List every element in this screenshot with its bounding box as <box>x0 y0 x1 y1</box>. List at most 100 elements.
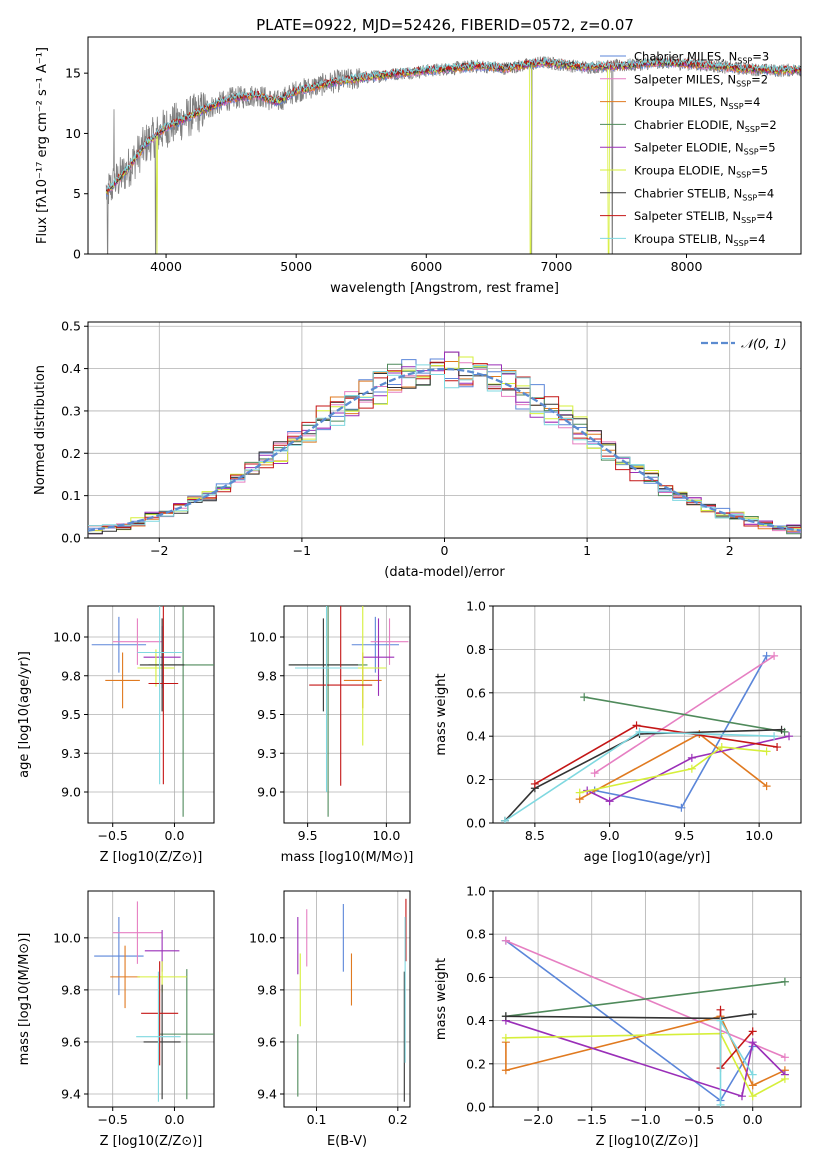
x-tick-label: 8000 <box>671 259 703 274</box>
weight-line <box>504 731 775 822</box>
legend-label: Kroupa MILES, NSSP=4 <box>634 95 760 111</box>
error-bars <box>297 898 407 1102</box>
weight-marker <box>717 743 726 752</box>
x-tick-label: −0.5 <box>684 1112 714 1127</box>
y-tick-label: 9.8 <box>61 668 81 683</box>
weight-marker <box>748 1081 757 1090</box>
x-axis-label: (data-model)/error <box>384 565 505 580</box>
panel-residuals: −2 −1 0 1 2 0.0 0.1 0.2 0.3 0.4 0.5 (data-model)/er… <box>33 319 802 580</box>
weight-marker <box>780 1074 789 1083</box>
legend-label: Kroupa STELIB, NSSP=4 <box>634 232 765 248</box>
y-axis-label: age [log10(age/yr)] <box>17 651 32 778</box>
weight-marker <box>580 693 589 702</box>
weight-marker <box>716 1005 725 1014</box>
histogram-step <box>88 364 801 531</box>
error-bars <box>91 606 214 817</box>
weight-marker <box>780 977 789 986</box>
y-tick-label: 0.2 <box>466 1056 486 1071</box>
x-axis-label: wavelength [Angstrom, rest frame] <box>330 281 559 296</box>
x-tick-label: −1.5 <box>577 1112 607 1127</box>
weight-marker <box>748 1070 757 1079</box>
panel-age-vs-Z: −0.5 0.0 9.0 9.3 9.5 9.8 10.0 Z [log10(Z/Z⊙)] ag… <box>17 605 215 865</box>
legend-label: Chabrier STELIB, NSSP=4 <box>634 186 774 202</box>
weight-marker <box>632 721 641 730</box>
x-tick-label: 0.1 <box>307 1112 327 1127</box>
legend-label: 𝒩(0, 1) <box>741 336 787 351</box>
weight-marker <box>748 1027 757 1036</box>
histogram-step <box>88 361 801 529</box>
y-tick-label: 1.0 <box>466 884 486 899</box>
weight-marker <box>687 753 696 762</box>
y-tick-label: 10 <box>65 126 81 141</box>
panel-spectrum: 4000 5000 6000 7000 8000 0 5 10 15 wavelength [An… <box>35 36 802 296</box>
y-tick-label: 9.8 <box>61 982 81 997</box>
weight-marker <box>785 732 794 741</box>
y-tick-label: 0.6 <box>466 685 486 700</box>
weight-marker <box>737 1092 746 1101</box>
x-tick-label: 5000 <box>280 259 312 274</box>
x-tick-label: −0.5 <box>98 1112 128 1127</box>
x-tick-label: −2.0 <box>523 1112 553 1127</box>
y-tick-label: 9.0 <box>61 785 81 800</box>
x-tick-label: 6000 <box>410 259 442 274</box>
weight-marker <box>605 797 614 806</box>
y-tick-label: 9.8 <box>257 982 277 997</box>
y-axis-label: Flux [fλ10⁻¹⁷ erg cm⁻² s⁻¹ A⁻¹] <box>35 47 50 244</box>
legend-label: Chabrier MILES, NSSP=3 <box>634 50 769 66</box>
weight-marker <box>773 743 782 752</box>
y-tick-label: 9.3 <box>257 746 277 761</box>
weight-marker <box>500 816 509 823</box>
y-axis-label: mass weight <box>434 673 449 755</box>
y-axis-label: Normed distribution <box>33 365 48 495</box>
y-tick-label: 0.8 <box>466 927 486 942</box>
weight-marker <box>716 1100 725 1107</box>
x-tick-label: 4000 <box>150 259 182 274</box>
x-axis-label: mass [log10(M/M⊙)] <box>281 850 414 865</box>
x-tick-label: 0.0 <box>165 828 185 843</box>
panel-weight-vs-Z: −2.0 −1.5 −1.0 −0.5 0.0 0.0 0.2 0.4 0.6 0.8 1.0 Z [… <box>434 884 802 1149</box>
weight-marker <box>780 1053 789 1062</box>
x-tick-label: 9.5 <box>674 828 694 843</box>
y-axis-label: mass weight <box>434 958 449 1040</box>
y-tick-label: 10.0 <box>249 630 277 645</box>
weight-marker <box>590 769 599 778</box>
weight-marker <box>770 732 779 741</box>
y-tick-label: 0.4 <box>466 1013 486 1028</box>
panel-weight-vs-age: 8.5 9.0 9.5 10.0 0.0 0.2 0.4 0.6 0.8 1.0 age [log1… <box>434 599 802 865</box>
y-tick-label: 0.1 <box>61 488 81 503</box>
x-axis-label: Z [log10(Z/Z⊙)] <box>596 1134 699 1149</box>
weight-marker <box>777 725 786 734</box>
x-tick-label: −2 <box>150 543 168 558</box>
x-tick-label: 8.5 <box>525 828 545 843</box>
weight-marker <box>748 1010 757 1019</box>
x-tick-label: −1 <box>293 543 311 558</box>
y-tick-label: 0.0 <box>61 531 81 546</box>
weight-marker <box>635 727 644 736</box>
weight-marker <box>575 788 584 797</box>
x-axis-label: Z [log10(Z/Z⊙)] <box>100 850 203 865</box>
error-bars <box>94 901 214 1102</box>
y-tick-label: 0.0 <box>466 1100 486 1115</box>
weight-marker <box>501 1066 510 1075</box>
panel-mass-vs-Z: −0.5 0.0 9.4 9.6 9.8 10.0 Z [log10(Z/Z⊙)] mass … <box>17 890 215 1149</box>
x-tick-label: 0.0 <box>743 1112 763 1127</box>
legend-label: Kroupa ELODIE, NSSP=5 <box>634 164 768 180</box>
x-tick-label: 0.0 <box>165 1112 185 1127</box>
x-tick-label: 2 <box>726 543 734 558</box>
weight-line <box>505 1032 786 1098</box>
error-bars <box>288 606 409 817</box>
y-tick-label: 0.3 <box>61 403 81 418</box>
y-tick-label: 9.8 <box>257 668 277 683</box>
weight-marker <box>677 803 686 812</box>
weight-marker <box>748 1092 757 1101</box>
y-tick-label: 0.4 <box>466 729 486 744</box>
weight-line <box>579 733 768 800</box>
weight-line <box>584 696 785 733</box>
y-tick-label: 15 <box>65 66 81 81</box>
weight-marker <box>501 936 510 945</box>
x-tick-label: 10.0 <box>372 828 400 843</box>
x-tick-label: 10.0 <box>745 828 773 843</box>
model-spectrum-line <box>105 58 801 254</box>
legend-label: Salpeter ELODIE, NSSP=5 <box>634 141 776 157</box>
weight-lines <box>500 651 794 823</box>
